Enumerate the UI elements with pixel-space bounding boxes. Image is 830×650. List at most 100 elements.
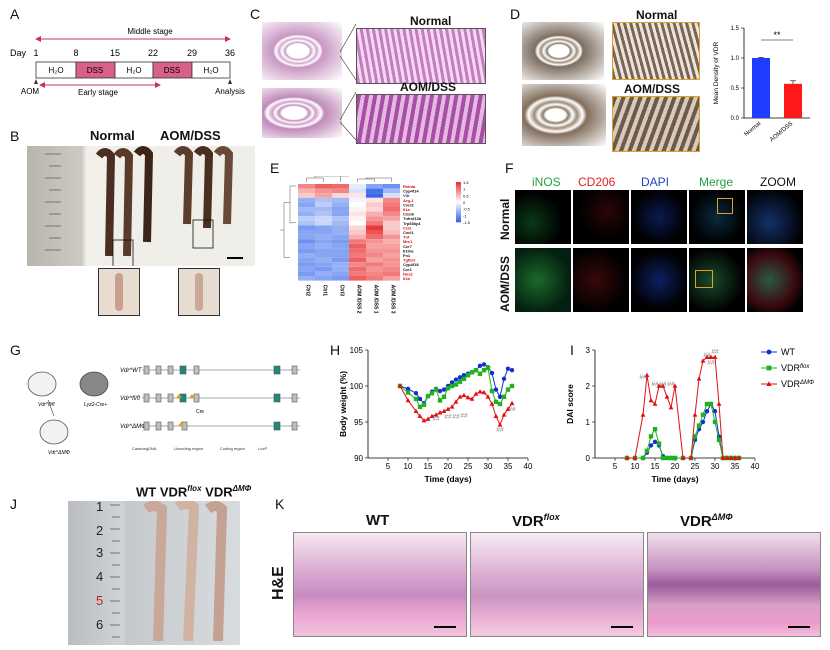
h-y-tick-label: 100 xyxy=(350,382,364,391)
i-point xyxy=(648,397,654,403)
heatmap-cell xyxy=(315,216,332,221)
h-x-tick-label: 40 xyxy=(524,462,533,471)
j-label-dmf: ΔMΦ xyxy=(232,484,252,493)
h-y-tick-label: 90 xyxy=(354,454,363,463)
heatmap-cell xyxy=(332,220,349,226)
d-y-tick-label: 0.5 xyxy=(731,86,740,92)
aom-label: AOM xyxy=(21,87,40,96)
i-series-line xyxy=(627,356,739,459)
h-point xyxy=(417,396,423,402)
heatmap-cell xyxy=(332,188,349,194)
gene-label: Cxcl2 xyxy=(403,202,414,207)
panel-label-a: A xyxy=(10,6,20,22)
j-genotype-labels: WT VDRflox VDRΔMΦ xyxy=(136,484,251,499)
scale-cell xyxy=(456,182,461,185)
h-point xyxy=(465,394,471,400)
scale-cell xyxy=(456,216,461,219)
segment-1: H₂O xyxy=(48,66,63,75)
i-point xyxy=(696,423,702,428)
i-legend-marker xyxy=(766,349,772,355)
scale-tick-label: 1.5 xyxy=(463,180,469,185)
panel-label-k: K xyxy=(275,496,285,512)
i-point xyxy=(700,358,706,363)
i-legend-sup: flox xyxy=(800,364,810,370)
ruler-5: 5 xyxy=(96,593,103,608)
h-x-tick-label: 10 xyxy=(404,462,413,471)
panel-label-h: H xyxy=(330,342,341,358)
h-x-tick-label: 30 xyxy=(484,462,493,471)
d-aomdss-label: AOM/DSS xyxy=(624,82,681,96)
gene-expression-heatmap: RetnlaCyp4f14VdrArg-1Cxcl2Il1aCxcl8Tnfrs… xyxy=(280,176,471,314)
h-point xyxy=(453,377,459,382)
gene-label: Il1b xyxy=(403,276,410,281)
heatmap-cell xyxy=(383,257,400,263)
heatmap-cell xyxy=(315,197,332,203)
i-significance-mark: ## xyxy=(639,374,647,381)
h-y-tick-label: 105 xyxy=(350,346,364,355)
swiss-roll-normal xyxy=(262,22,342,80)
i-point xyxy=(668,405,674,410)
d-category-label: AOM/DSS xyxy=(769,121,794,143)
i-point xyxy=(664,455,670,461)
i-point xyxy=(736,455,742,460)
heatmap-cell xyxy=(315,271,332,276)
ruler-1: 1 xyxy=(96,501,103,514)
h-point xyxy=(421,402,427,407)
heatmap-cell xyxy=(366,230,383,235)
if-row-aomdss: AOM/DSS xyxy=(498,255,512,312)
j-label-flox: flox xyxy=(187,484,202,493)
i-significance-mark: ## xyxy=(703,352,711,359)
scale-cell xyxy=(456,202,461,205)
heatmap-cell xyxy=(366,239,383,244)
if-aomdss-merge xyxy=(689,248,745,312)
heatmap-cell xyxy=(332,202,349,207)
k-title-wt: WT xyxy=(366,512,390,529)
b-aomdss-label: AOM/DSS xyxy=(160,128,221,143)
gene-label: Retnla xyxy=(403,184,416,189)
gene-label: Tnfrsf13b xyxy=(403,216,422,221)
c-normal-label: Normal xyxy=(410,14,452,28)
he-section-flox xyxy=(470,532,644,637)
i-point xyxy=(656,441,662,446)
h-point xyxy=(441,387,447,392)
k-title-flox: VDRflox xyxy=(512,512,560,530)
colon-zoom-aomdss xyxy=(178,268,220,316)
panel-label-c: C xyxy=(250,6,261,22)
h-point xyxy=(449,383,455,389)
gene-label: Mrc1 xyxy=(403,239,413,244)
h-y-label: Body weight (%) xyxy=(338,371,348,437)
heatmap-cell xyxy=(315,266,332,272)
d-y-tick-label: 0.0 xyxy=(731,116,740,122)
ihc-zoom-normal xyxy=(612,22,700,80)
i-point xyxy=(696,376,702,381)
if-aomdss-dapi xyxy=(631,248,687,312)
day-36: 36 xyxy=(225,48,235,58)
panel-label-g: G xyxy=(10,342,21,358)
h-point xyxy=(489,401,495,406)
heatmap-cell xyxy=(332,262,349,267)
he-zoom-normal xyxy=(356,28,486,84)
i-point xyxy=(688,455,694,460)
he-zoom-aomdss xyxy=(356,94,486,144)
heatmap-cell xyxy=(315,225,332,230)
gene-label: Cxcl1 xyxy=(403,230,414,235)
mouse-vdr-dmf: Vdr^ΔMΦ xyxy=(48,450,70,456)
gene-label: Il1a xyxy=(403,207,410,212)
day-29: 29 xyxy=(187,48,197,58)
i-significance-mark: ## xyxy=(707,359,715,366)
day-1: 1 xyxy=(33,48,38,58)
if-aomdss-inos xyxy=(515,248,571,312)
heatmap-cell xyxy=(383,220,400,226)
heatmap-cell xyxy=(366,225,383,230)
sample-label: Ctrl1 xyxy=(322,285,328,297)
zoom-connectors-c xyxy=(340,23,356,141)
timeline-diagram: Middle stage Day 1 8 15 22 29 36 H₂O DSS… xyxy=(10,27,245,97)
h-point xyxy=(417,413,423,419)
d-y-label: Mean Density of VDR xyxy=(713,41,720,104)
h-point xyxy=(469,396,475,401)
i-x-tick-label: 10 xyxy=(631,462,640,471)
heatmap-cell xyxy=(315,184,332,189)
h-point xyxy=(457,394,463,399)
if-col-merge: Merge xyxy=(699,175,734,189)
i-legend-label: VDRΔMΦ xyxy=(781,379,814,389)
